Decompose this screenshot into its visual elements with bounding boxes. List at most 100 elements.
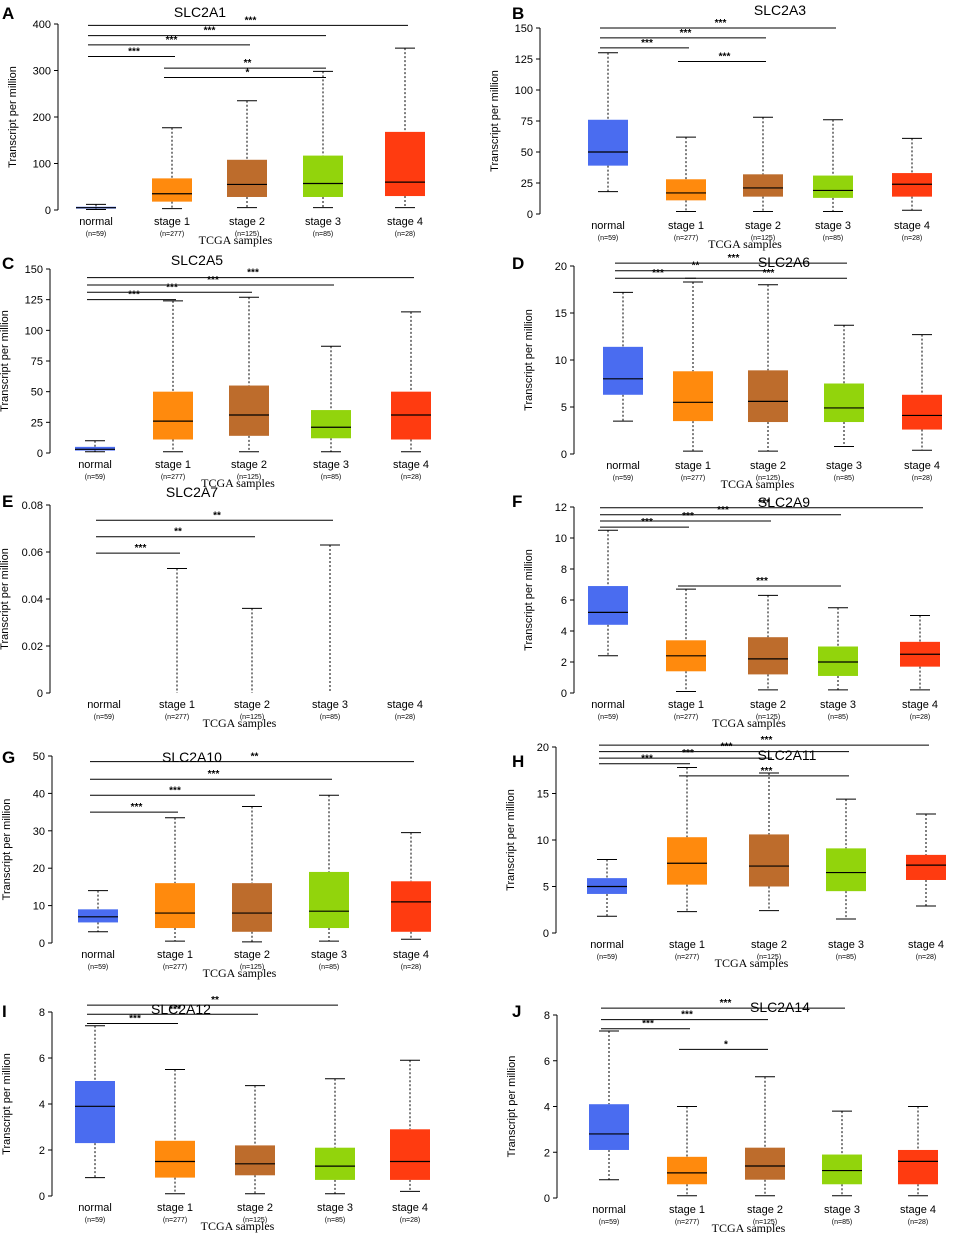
box-stage-3 [320, 544, 340, 693]
box-stage-1 [167, 567, 187, 693]
significance-label: *** [642, 1019, 654, 1030]
box-body [153, 391, 193, 440]
box-body [892, 173, 932, 197]
x-axis-label: TCGA samples [712, 716, 786, 730]
y-tick-label: 20 [33, 863, 45, 875]
box-stage-2 [232, 805, 272, 943]
y-axis-label: Transcript per million [489, 70, 501, 172]
significance-label: ** [211, 995, 219, 1006]
sample-size-label: (n=85) [823, 235, 843, 242]
category-label: stage 4 [387, 699, 423, 711]
sample-size-label: (n=59) [88, 964, 108, 971]
category-label: stage 3 [826, 460, 862, 472]
y-tick-label: 0 [39, 1191, 45, 1203]
chart-title: SLC2A5 [171, 252, 223, 268]
box-stage-4 [391, 311, 431, 453]
significance-label: *** [756, 576, 768, 587]
box-stage-1 [155, 1069, 195, 1195]
category-label: stage 2 [751, 939, 787, 951]
significance-label: *** [245, 15, 257, 26]
y-tick-label: 5 [543, 882, 549, 894]
y-tick-label: 100 [515, 85, 533, 97]
chart-title: SLC2A1 [174, 4, 226, 20]
sample-size-label: (n=28) [395, 714, 415, 721]
box-body [390, 1129, 430, 1180]
box-stage-3 [818, 607, 858, 691]
significance-bracket: *** [88, 26, 326, 37]
category-label: stage 4 [904, 460, 940, 472]
box-body [229, 385, 269, 436]
boxplot-panel-j: SLC2A14 Transcript per million 0 2 4 6 8 normal… [506, 998, 938, 1233]
category-label: stage 1 [668, 220, 704, 232]
category-label: stage 3 [305, 216, 341, 228]
category-label: stage 4 [387, 216, 423, 228]
significance-bracket: * [164, 67, 326, 78]
significance-label: *** [169, 785, 181, 796]
box-body [303, 155, 343, 197]
sample-size-label: (n=277) [674, 714, 698, 721]
sample-size-label: (n=28) [908, 1219, 928, 1226]
y-tick-label: 150 [25, 264, 43, 276]
box-body [309, 871, 349, 929]
y-tick-label: 50 [521, 147, 533, 159]
box-stage-1 [666, 588, 706, 692]
y-tick-label: 12 [555, 502, 567, 514]
significance-label: ** [213, 510, 221, 521]
boxplot-panel-c: SLC2A5 Transcript per million 0 25 50 75 100 12… [0, 252, 431, 490]
sample-size-label: (n=85) [836, 954, 856, 961]
box-body [813, 175, 853, 198]
category-label: normal [79, 216, 113, 228]
significance-bracket: *** [599, 735, 929, 746]
significance-label: ** [244, 58, 252, 69]
panel-letter-i: I [2, 1002, 7, 1021]
significance-bracket: *** [90, 769, 332, 780]
y-tick-label: 0.08 [22, 500, 43, 512]
y-axis-label: Transcript per million [7, 66, 19, 168]
y-axis-label: Transcript per million [0, 548, 11, 650]
significance-bracket: *** [88, 35, 250, 46]
box-body [666, 179, 706, 201]
box-stage-1 [667, 766, 707, 913]
category-label: normal [606, 460, 640, 472]
category-label: stage 3 [311, 949, 347, 961]
y-tick-label: 15 [555, 308, 567, 320]
chart-title: SLC2A14 [750, 999, 810, 1015]
box-stage-4 [892, 137, 932, 211]
significance-bracket: *** [600, 505, 841, 516]
box-stage-1 [152, 127, 192, 210]
box-body [75, 1081, 115, 1144]
sample-size-label: (n=28) [401, 964, 421, 971]
box-body [589, 1104, 629, 1150]
sample-size-label: (n=28) [910, 714, 930, 721]
box-body [673, 371, 713, 422]
category-label: stage 3 [317, 1202, 353, 1214]
box-body [603, 346, 643, 395]
box-body [232, 883, 272, 932]
significance-bracket: *** [600, 28, 766, 39]
y-tick-label: 0 [561, 688, 567, 700]
sample-size-label: (n=85) [321, 474, 341, 481]
y-tick-label: 50 [31, 387, 43, 399]
sample-size-label: (n=277) [681, 475, 705, 482]
sample-size-label: (n=277) [160, 231, 184, 238]
category-label: stage 3 [815, 220, 851, 232]
significance-label: *** [247, 268, 259, 279]
y-tick-label: 40 [33, 788, 45, 800]
category-label: stage 3 [313, 459, 349, 471]
sample-size-label: (n=59) [94, 714, 114, 721]
panel-letter-h: H [512, 752, 525, 771]
significance-label: *** [682, 511, 694, 522]
significance-bracket: *** [615, 268, 696, 279]
category-label: normal [78, 1202, 112, 1214]
significance-label: *** [135, 543, 147, 554]
sample-size-label: (n=125) [756, 714, 780, 721]
y-tick-label: 8 [39, 1007, 45, 1019]
y-tick-label: 2 [39, 1145, 45, 1157]
y-tick-label: 75 [31, 356, 43, 368]
y-tick-label: 25 [31, 417, 43, 429]
box-stage-3 [303, 70, 343, 209]
box-stage-2 [749, 772, 789, 912]
category-label: stage 1 [154, 216, 190, 228]
significance-bracket: ** [87, 995, 338, 1006]
significance-bracket: ** [615, 261, 771, 272]
